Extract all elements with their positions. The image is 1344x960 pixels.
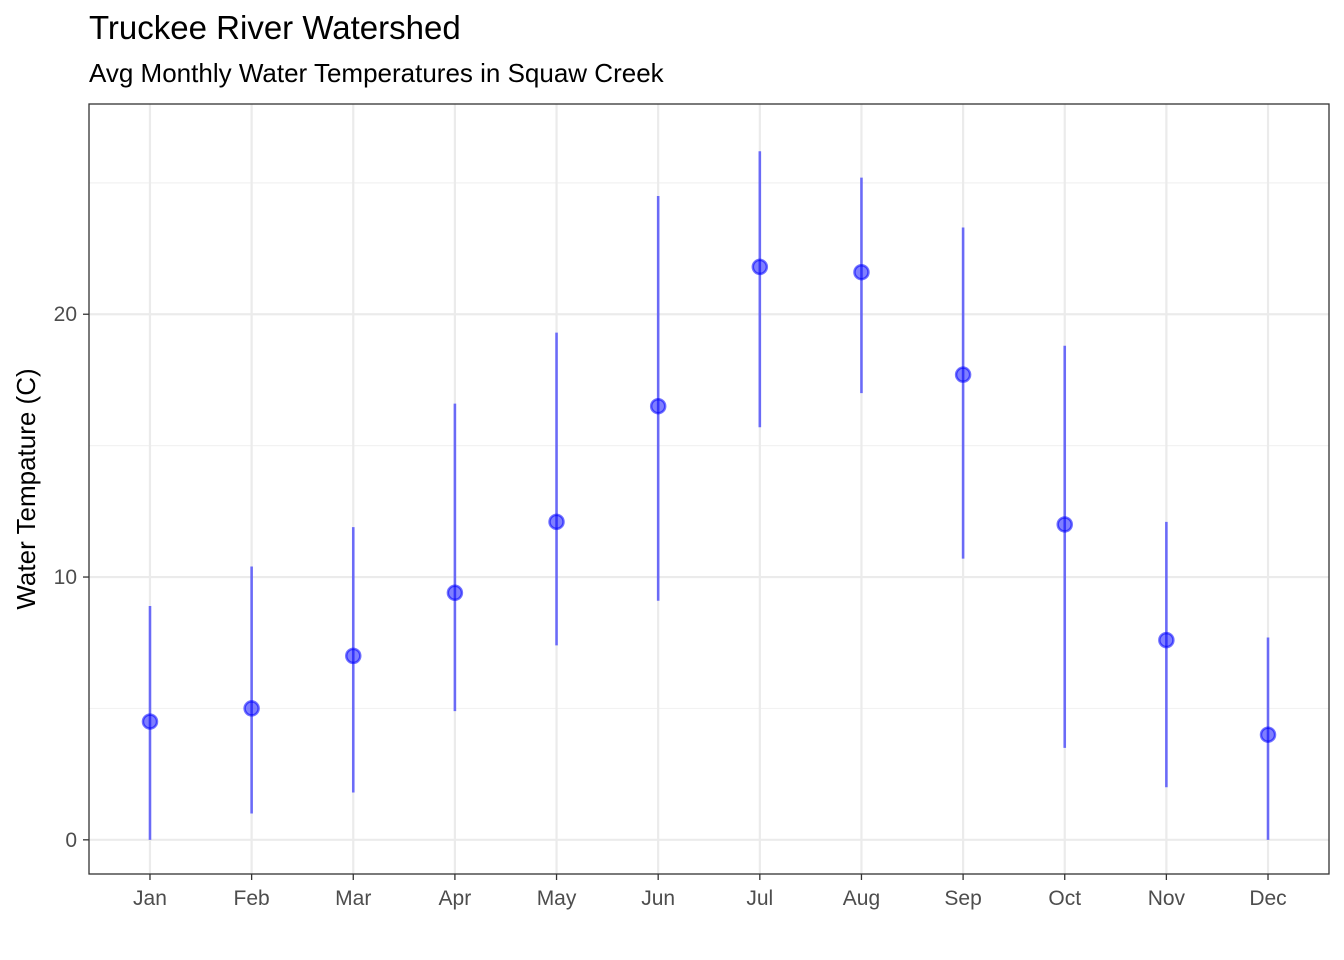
x-tick-label: Aug (843, 887, 880, 910)
x-tick-label: Jan (133, 887, 167, 910)
x-axis: Jan Feb Mar Apr May Jun Jul Aug Sep Oct Nov Dec (133, 874, 1287, 910)
mean-point (446, 584, 464, 602)
data-series (141, 151, 1277, 840)
x-tick-label: Jun (641, 887, 675, 910)
x-tick-label: Mar (335, 887, 371, 910)
plot-panel (88, 103, 1330, 875)
panel-border (88, 103, 1330, 875)
x-tick-label: Jul (746, 887, 773, 910)
y-tick-label: 20 (54, 303, 77, 326)
panel-background (89, 104, 1329, 874)
mean-point (141, 713, 159, 730)
mean-point (751, 258, 769, 276)
chart-subtitle: Avg Monthly Water Temperatures in Squaw … (89, 58, 665, 88)
mean-point (954, 366, 972, 383)
mean-point (1259, 726, 1277, 743)
y-axis-label: Water Tempature (C) (11, 368, 41, 609)
x-tick-label: Sep (944, 887, 981, 910)
x-tick-label: Feb (234, 887, 270, 910)
y-tick-label: 0 (65, 829, 77, 852)
y-axis: 0 10 20 (54, 303, 89, 852)
y-tick-label: 10 (54, 566, 77, 589)
x-tick-label: Apr (439, 887, 472, 910)
x-tick-label: Nov (1148, 887, 1186, 910)
mean-point (649, 397, 667, 415)
mean-point (1158, 631, 1175, 649)
x-tick-label: Dec (1249, 887, 1286, 910)
mean-point (853, 263, 870, 281)
x-tick-label: Oct (1048, 887, 1081, 910)
chart-title: Truckee River Watershed (89, 9, 461, 46)
mean-point (1056, 516, 1073, 533)
mean-point (243, 700, 260, 717)
mean-point (548, 513, 565, 531)
x-tick-label: May (537, 887, 577, 910)
mean-point (345, 647, 362, 665)
